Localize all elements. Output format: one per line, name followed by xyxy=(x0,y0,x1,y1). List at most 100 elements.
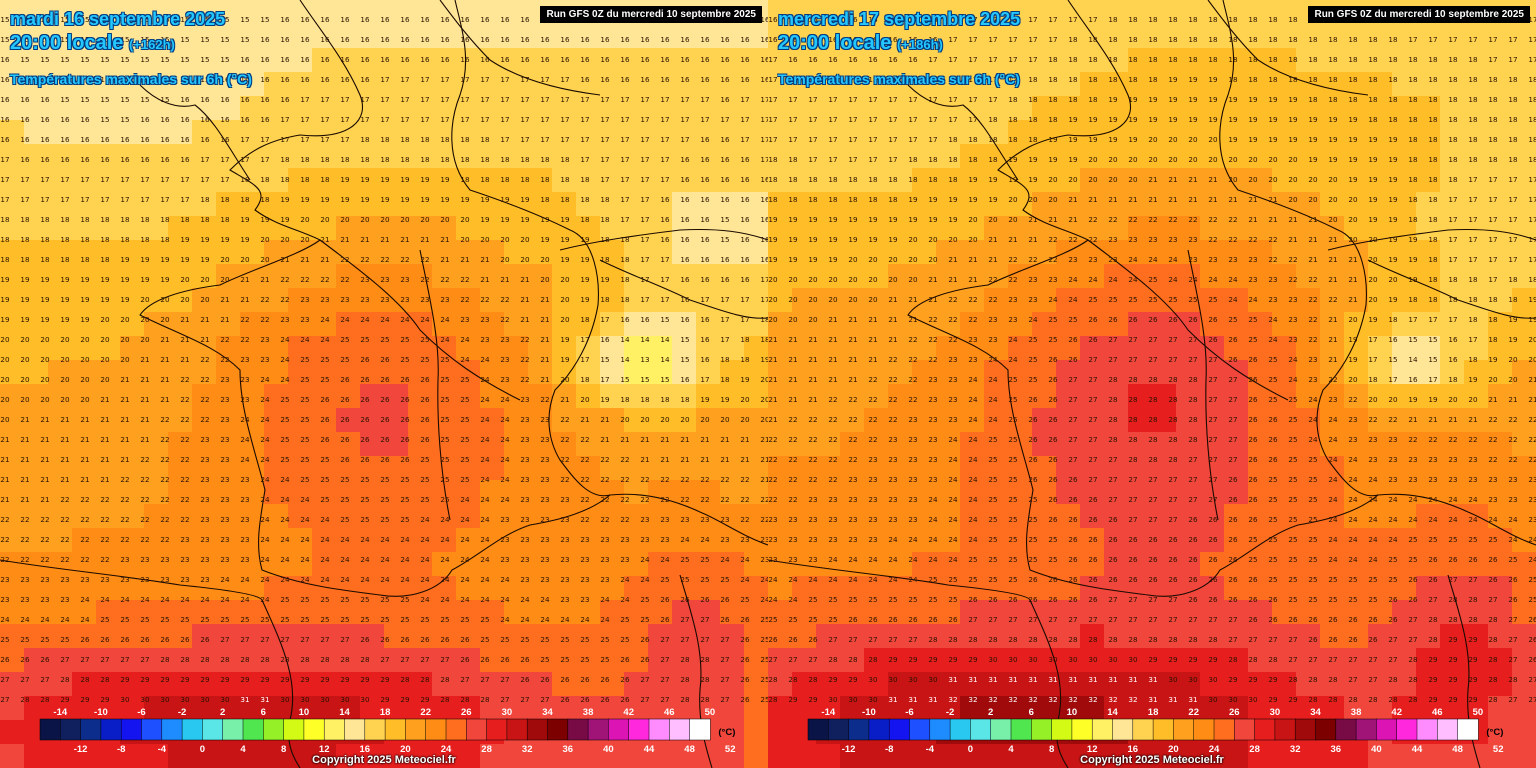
grid-value: 23 xyxy=(580,595,589,604)
grid-value: 24 xyxy=(788,595,798,604)
grid-value: 18 xyxy=(1248,35,1258,44)
temperature-cell xyxy=(384,48,409,73)
grid-value: 23 xyxy=(60,595,69,604)
grid-value: 25 xyxy=(988,475,997,484)
grid-value: 18 xyxy=(1148,15,1158,24)
temperature-cell xyxy=(648,216,673,241)
grid-value: 24 xyxy=(360,315,370,324)
grid-value: 23 xyxy=(660,515,669,524)
grid-value: 24 xyxy=(1348,515,1358,524)
grid-value: 24 xyxy=(540,595,550,604)
grid-value: 17 xyxy=(360,115,369,124)
temperature-cell xyxy=(648,264,673,289)
grid-value: 17 xyxy=(1488,215,1497,224)
grid-value: 16 xyxy=(240,115,250,124)
grid-value: 15 xyxy=(140,95,149,104)
grid-value: 25 xyxy=(1488,535,1497,544)
grid-value: 16 xyxy=(360,35,370,44)
grid-value: 24 xyxy=(1068,275,1078,284)
grid-value: 21 xyxy=(580,415,589,424)
grid-value: 23 xyxy=(220,475,229,484)
grid-value: 17 xyxy=(1508,235,1517,244)
grid-value: 25 xyxy=(760,615,768,624)
temperature-cell xyxy=(48,336,73,361)
grid-value: 26 xyxy=(1228,555,1238,564)
temperature-cell xyxy=(624,360,649,385)
grid-value: 23 xyxy=(200,535,209,544)
grid-value: 28 xyxy=(280,655,290,664)
grid-value: 27 xyxy=(1088,455,1097,464)
grid-value: 27 xyxy=(720,675,729,684)
grid-value: 25 xyxy=(360,335,369,344)
grid-value: 17 xyxy=(700,115,709,124)
grid-value: 22 xyxy=(1048,235,1057,244)
grid-value: 21 xyxy=(1308,255,1317,264)
temperature-cell xyxy=(48,312,73,337)
grid-value: 17 xyxy=(300,95,309,104)
temperature-cell xyxy=(264,192,289,217)
temperature-cell xyxy=(144,312,169,337)
grid-value: 25 xyxy=(540,655,549,664)
temperature-cell xyxy=(624,72,649,97)
grid-value: 21 xyxy=(760,475,768,484)
grid-value: 27 xyxy=(888,635,897,644)
grid-value: 17 xyxy=(1508,175,1517,184)
grid-value: 23 xyxy=(620,555,629,564)
grid-value: 25 xyxy=(808,615,817,624)
grid-value: 16 xyxy=(80,115,90,124)
grid-value: 18 xyxy=(848,175,858,184)
grid-value: 17 xyxy=(1028,15,1037,24)
grid-value: 23 xyxy=(580,535,589,544)
grid-value: 16 xyxy=(700,75,710,84)
grid-value: 17 xyxy=(360,95,369,104)
legend-label-top: 22 xyxy=(420,707,431,718)
temperature-cell xyxy=(312,240,337,265)
grid-value: 17 xyxy=(1508,215,1517,224)
grid-value: 22 xyxy=(720,475,729,484)
grid-value: 24 xyxy=(260,535,270,544)
grid-value: 29 xyxy=(908,655,918,664)
grid-value: 22 xyxy=(260,315,269,324)
temperature-cell xyxy=(336,336,361,361)
temperature-cell xyxy=(192,312,217,337)
grid-value: 23 xyxy=(500,515,509,524)
grid-value: 22 xyxy=(1488,455,1497,464)
grid-value: 17 xyxy=(908,115,917,124)
grid-value: 25 xyxy=(1048,315,1057,324)
temperature-cell xyxy=(600,312,625,337)
temperature-cell xyxy=(624,336,649,361)
grid-value: 24 xyxy=(500,395,510,404)
grid-value: 17 xyxy=(1028,55,1037,64)
legend-swatch xyxy=(303,718,325,741)
grid-value: 19 xyxy=(60,315,70,324)
grid-value: 24 xyxy=(420,555,430,564)
grid-value: 23 xyxy=(1508,495,1517,504)
grid-value: 21 xyxy=(1328,275,1337,284)
grid-value: 18 xyxy=(560,155,570,164)
grid-value: 17 xyxy=(928,135,937,144)
grid-value: 24 xyxy=(600,595,610,604)
grid-value: 28 xyxy=(1168,395,1178,404)
temperature-cell xyxy=(288,120,313,145)
grid-value: 29 xyxy=(1468,655,1478,664)
grid-value: 20 xyxy=(120,355,130,364)
grid-value: 22 xyxy=(80,535,89,544)
temperature-field xyxy=(0,0,768,768)
temperature-cell xyxy=(528,96,553,121)
grid-value: 23 xyxy=(520,415,529,424)
grid-value: 18 xyxy=(60,215,70,224)
grid-value: 23 xyxy=(868,515,877,524)
temperature-cell xyxy=(216,288,241,313)
grid-value: 19 xyxy=(120,295,130,304)
temperature-cell xyxy=(96,144,121,169)
grid-value: 17 xyxy=(660,135,669,144)
grid-value: 19 xyxy=(788,255,798,264)
grid-value: 25 xyxy=(560,655,569,664)
grid-value: 18 xyxy=(1188,35,1198,44)
grid-value: 27 xyxy=(60,655,69,664)
temperature-cell xyxy=(144,144,169,169)
legend-label-top: 26 xyxy=(461,707,472,718)
grid-value: 19 xyxy=(1148,95,1158,104)
grid-value: 17 xyxy=(1468,255,1477,264)
grid-value: 18 xyxy=(1208,35,1218,44)
